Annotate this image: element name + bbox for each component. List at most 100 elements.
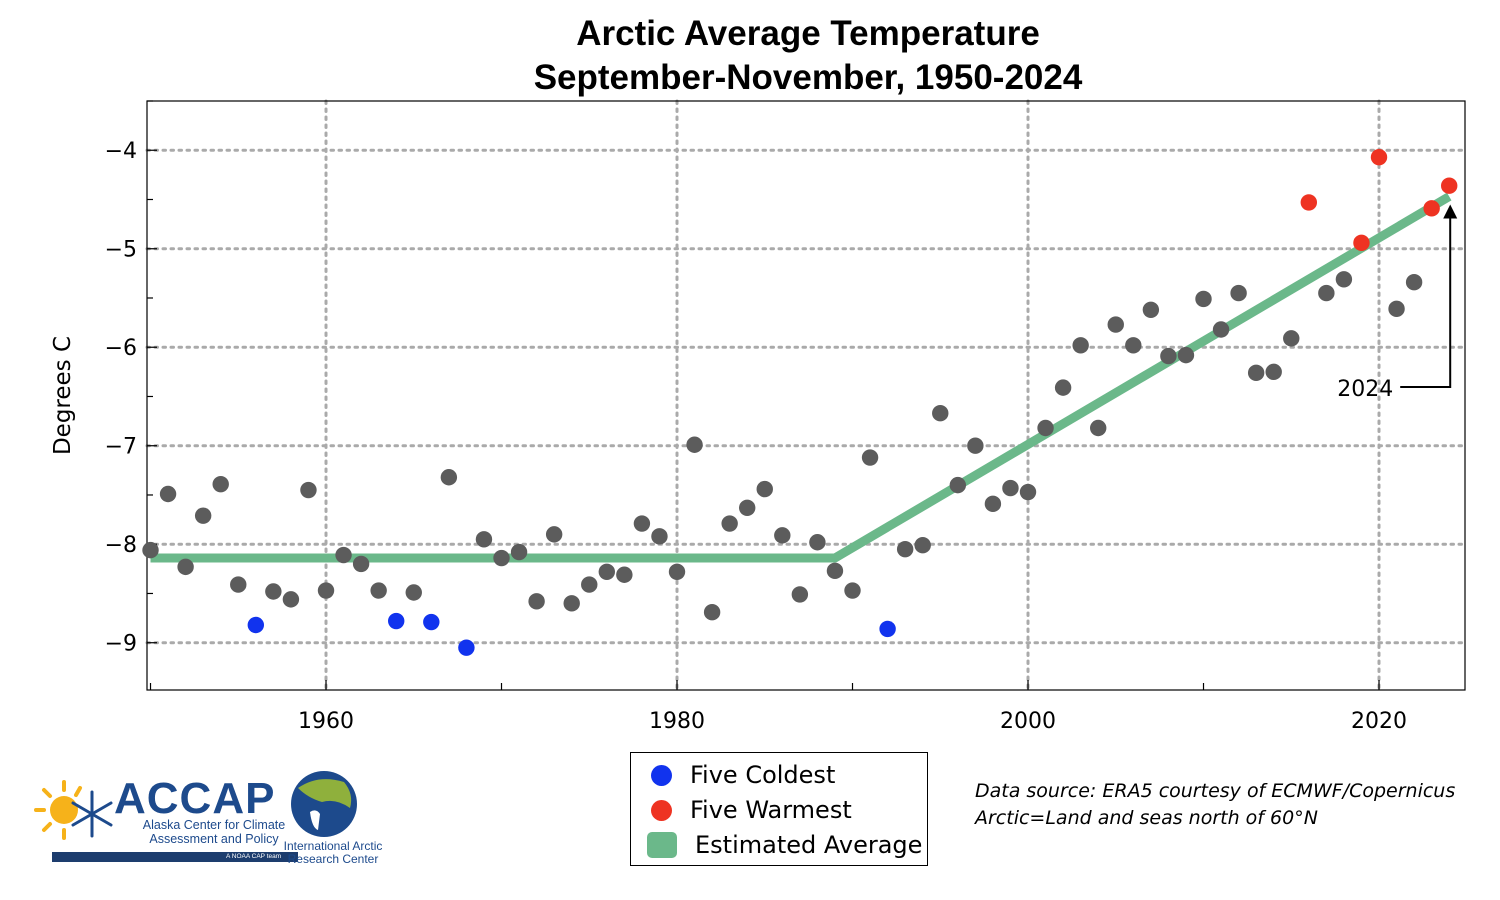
data-point	[703, 603, 721, 621]
data-point	[721, 515, 738, 532]
source-note-line1: Data source: ERA5 courtesy of ECMWF/Cope…	[975, 780, 1456, 802]
data-point	[1107, 316, 1124, 333]
accap-subtitle: Alaska Center for Climate Assessment and…	[142, 818, 286, 846]
plot-frame	[146, 100, 1466, 691]
x-tick-label: 2020	[1351, 709, 1407, 734]
data-point	[1160, 347, 1177, 365]
data-point	[282, 591, 300, 608]
data-point	[1230, 284, 1247, 302]
data-point	[1247, 364, 1265, 382]
data-point	[335, 546, 352, 564]
data-point	[809, 534, 826, 551]
data-point	[142, 541, 159, 559]
data-point	[1125, 337, 1142, 354]
data-point	[774, 527, 791, 544]
data-point	[300, 481, 317, 499]
coldest-point	[879, 620, 896, 638]
y-tick-label: −5	[105, 238, 137, 263]
warmest-point	[1423, 200, 1440, 217]
data-point	[352, 555, 370, 573]
y-tick-label: −8	[105, 533, 137, 558]
data-point	[405, 584, 422, 601]
annotation-arrow-line	[1400, 208, 1452, 388]
legend-label-coldest: Five Coldest	[690, 761, 836, 789]
data-point	[194, 507, 212, 524]
data-point	[949, 476, 967, 494]
trend-layer	[150, 192, 1452, 563]
chart-title-line1: Arctic Average Temperature	[576, 14, 1040, 53]
data-point	[1318, 284, 1335, 302]
legend-item-average: Estimated Average	[631, 828, 922, 862]
sun-snowflake-icon	[34, 780, 113, 840]
legend-label-warmest: Five Warmest	[690, 796, 852, 824]
accap-bar	[52, 852, 298, 862]
annotation-label: 2024	[1337, 377, 1393, 402]
coldest-point	[458, 639, 475, 656]
data-point	[1072, 337, 1089, 354]
data-point	[581, 576, 598, 593]
iarc-name: International Arctic Research Center	[283, 839, 383, 866]
y-tick-label: −7	[105, 435, 137, 460]
x-tick-label: 1980	[649, 709, 705, 734]
x-tick-label: 1960	[298, 709, 354, 734]
data-point	[265, 583, 282, 600]
legend-swatch-warmest	[651, 799, 672, 821]
data-point	[177, 558, 194, 576]
data-point	[1142, 301, 1160, 319]
legend: Five Coldest Five Warmest Estimated Aver…	[630, 752, 928, 866]
data-point	[633, 515, 651, 532]
legend-item-warmest: Five Warmest	[631, 793, 852, 827]
data-point	[861, 449, 879, 466]
data-point	[984, 495, 1002, 513]
data-point	[510, 543, 528, 561]
data-point	[212, 475, 229, 493]
chart-title-line2: September-November, 1950-2024	[533, 58, 1083, 97]
data-point	[967, 437, 984, 454]
data-point	[1002, 479, 1019, 497]
annotation-layer: 2024	[1337, 204, 1458, 402]
data-point	[317, 582, 335, 599]
data-point	[686, 436, 703, 453]
legend-item-coldest: Five Coldest	[631, 758, 835, 792]
data-point	[1019, 483, 1037, 501]
data-point	[1037, 419, 1054, 437]
data-point	[370, 582, 387, 599]
data-point	[1405, 274, 1423, 291]
data-point	[756, 480, 773, 498]
legend-label-average: Estimated Average	[695, 831, 923, 859]
data-point	[1212, 321, 1230, 338]
warmest-point	[1300, 194, 1318, 211]
data-point	[563, 595, 580, 612]
globe-icon	[291, 771, 357, 837]
data-point	[440, 469, 458, 486]
warmest-point	[1353, 234, 1370, 252]
data-point	[1265, 363, 1282, 381]
data-point	[528, 593, 545, 610]
coldest-point	[388, 612, 405, 630]
data-point	[1195, 290, 1212, 308]
y-tick-label: −9	[105, 632, 137, 657]
data-point	[932, 405, 949, 422]
data-point	[545, 526, 563, 543]
accap-wordmark: ACCAP	[114, 774, 276, 823]
source-note-line2: Arctic=Land and seas north of 60°N	[975, 807, 1318, 829]
data-point	[1177, 346, 1195, 364]
y-tick-label: −6	[105, 336, 137, 361]
data-point	[668, 563, 686, 581]
data-point	[1090, 419, 1107, 437]
legend-swatch-average	[647, 832, 677, 858]
data-point	[230, 576, 247, 593]
data-point	[493, 549, 510, 567]
data-point	[651, 528, 668, 545]
annotation-arrow-head	[1443, 204, 1458, 219]
axes: 1960 1980 2000 2020 −9 −8 −7 −6 −5 −4	[105, 100, 1407, 734]
trend-line	[150, 192, 1452, 563]
data-point	[791, 586, 809, 603]
data-point	[1335, 271, 1353, 288]
data-point	[159, 485, 177, 503]
data-point	[1054, 379, 1072, 396]
data-point	[844, 582, 861, 599]
data-point	[826, 562, 844, 580]
y-axis-label: Degrees C	[50, 336, 76, 455]
